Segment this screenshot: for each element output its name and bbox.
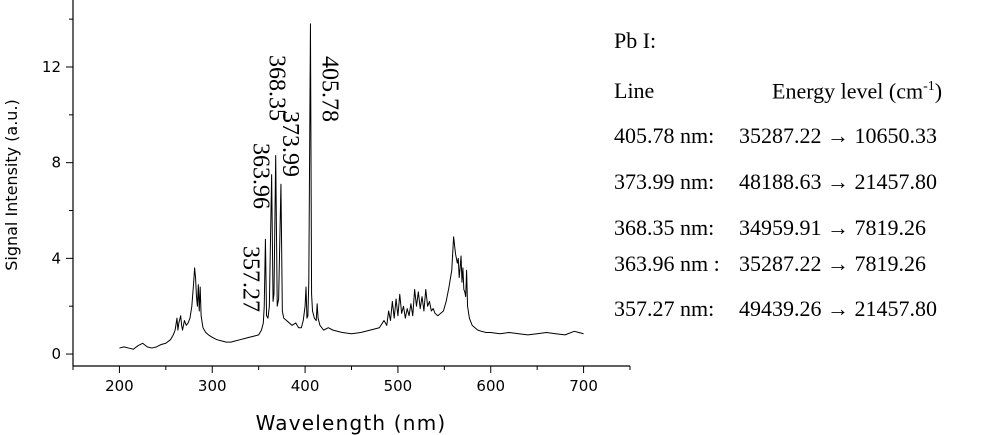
x-tick-label: 700: [569, 377, 598, 395]
energy-header-text: Energy level (cm: [772, 78, 924, 104]
spectrum-line: [119, 23, 584, 350]
row-energy-value: 35287.22 → 10650.33: [739, 123, 937, 148]
x-tick-label: 200: [105, 377, 134, 395]
plot-frame: [72, 0, 630, 367]
table-row: 373.99 nm: 48188.63 → 21457.80: [614, 169, 937, 194]
x-tick-label: 300: [198, 377, 227, 395]
table-row: 357.27 nm: 49439.26 → 21457.80: [614, 296, 937, 321]
energy-header-close: ): [934, 78, 943, 104]
row-energy-value: 35287.22 → 7819.26: [739, 251, 926, 276]
x-axis-ticks: 200 300 400 500 600 700: [72, 366, 631, 395]
row-line-value: 363.96 nm :: [614, 251, 720, 276]
row-line-value: 357.27 nm:: [614, 296, 715, 321]
y-axis-title: Signal Intensity (a.u.): [2, 99, 21, 271]
table-title: Pb I:: [614, 28, 657, 53]
row-energy-value: 48188.63 → 21457.80: [739, 169, 937, 194]
x-axis-title: Wavelength (nm): [256, 411, 447, 435]
row-line-value: 373.99 nm:: [614, 169, 715, 194]
row-energy-value: 34959.91 → 7819.26: [739, 215, 926, 240]
peak-label: 405.78: [316, 56, 342, 122]
row-energy-value: 49439.26 → 21457.80: [739, 296, 937, 321]
table-row: 363.96 nm : 35287.22 → 7819.26: [614, 251, 926, 276]
column-header-energy: Energy level (cm-1): [772, 80, 942, 102]
y-tick-label: 4: [51, 249, 61, 267]
peak-label: 363.96: [248, 143, 274, 209]
table-row: 368.35 nm: 34959.91 → 7819.26: [614, 215, 926, 240]
x-tick-label: 600: [476, 377, 505, 395]
peak-label: 368.35: [264, 55, 290, 121]
peak-label: 357.27: [237, 246, 263, 312]
y-tick-label: 8: [51, 154, 61, 172]
column-header-line: Line: [614, 78, 655, 103]
x-tick-label: 400: [291, 377, 320, 395]
table-row: 405.78 nm: 35287.22 → 10650.33: [614, 123, 937, 148]
row-line-value: 368.35 nm:: [614, 215, 715, 240]
y-tick-label: 12: [42, 58, 61, 76]
table-header-row: Line Energy level (cm-1): [614, 80, 996, 102]
x-tick-label: 500: [384, 377, 413, 395]
energy-header-unit-exponent: -1: [923, 79, 935, 94]
peak-label: 373.99: [277, 111, 303, 177]
y-axis-ticks: 0 4 8 12: [42, 18, 73, 363]
row-line-value: 405.78 nm:: [614, 123, 715, 148]
y-tick-label: 0: [51, 345, 61, 363]
